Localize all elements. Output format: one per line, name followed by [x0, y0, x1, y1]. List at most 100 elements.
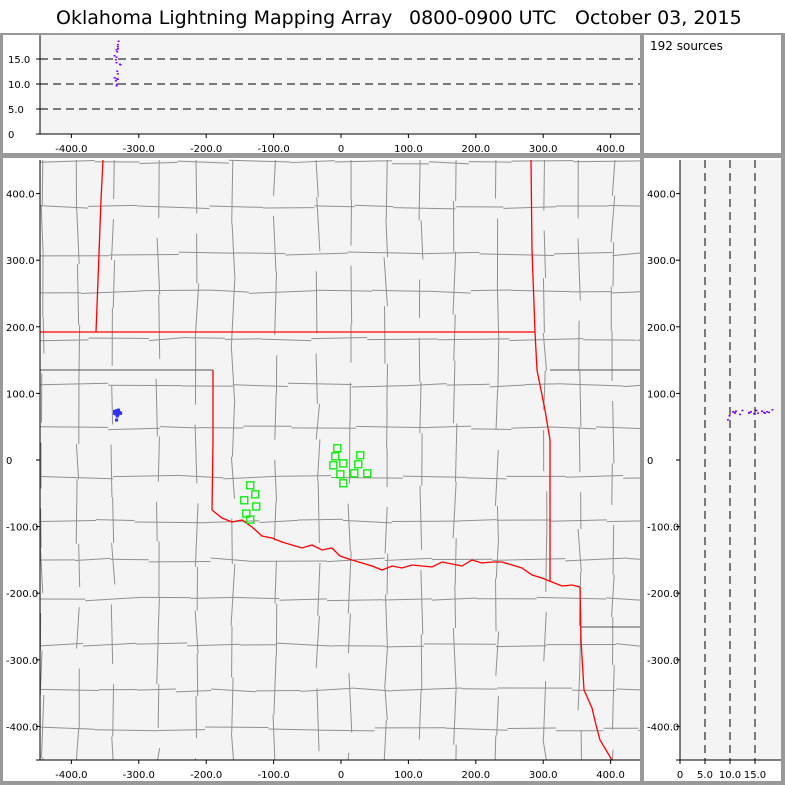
county-line [110, 444, 113, 498]
county-line [39, 650, 43, 696]
county-line [315, 159, 319, 198]
county-line [139, 161, 178, 165]
county-line [496, 282, 500, 338]
x-tick-label: 0 [677, 770, 683, 781]
source-point-xz [116, 78, 119, 80]
county-line [41, 695, 45, 756]
county-line [577, 238, 581, 301]
county-line [511, 426, 548, 429]
county-line [112, 497, 115, 543]
county-line [578, 426, 581, 473]
station-marker [336, 470, 345, 479]
source-point-zy [750, 411, 752, 413]
source-point-xz [113, 55, 116, 57]
county-borders [39, 159, 641, 761]
y-tick-label: 200.0 [6, 323, 35, 334]
county-line [159, 426, 199, 429]
station-marker [339, 459, 348, 468]
county-line [497, 337, 500, 390]
county-line [611, 463, 613, 506]
y-tick-label: -200.0 [6, 589, 38, 600]
county-line [158, 729, 206, 732]
county-line [573, 160, 641, 163]
county-line [616, 688, 641, 691]
county-line [347, 752, 350, 761]
county-line [88, 204, 138, 207]
county-line [108, 427, 160, 431]
source-point-zy [739, 413, 741, 416]
y-tick-label: -300.0 [6, 656, 38, 667]
county-line [419, 382, 422, 434]
source-point-xy [115, 418, 119, 422]
source-point-xz [115, 85, 118, 87]
y-tick-label: -100.0 [6, 523, 38, 534]
county-line [565, 474, 624, 478]
y-tick-label: 15.0 [8, 55, 30, 66]
county-line [577, 671, 581, 711]
county-line [452, 627, 457, 691]
county-line [342, 519, 392, 524]
source-point-zy [766, 411, 768, 413]
x-tick-label: -400.0 [55, 144, 87, 155]
axes: -400.0 -300.0 -200.0 -100.0 0 100.0 200.0 300.0… [6, 35, 781, 781]
county-line [196, 653, 199, 697]
info-panel [644, 35, 781, 153]
y-tick-label: -400.0 [647, 722, 679, 733]
source-point-zy [755, 409, 758, 412]
county-line [553, 252, 613, 255]
county-line [427, 425, 472, 429]
county-line [235, 252, 286, 255]
county-line [40, 205, 44, 258]
county-line [281, 475, 332, 477]
county-line [137, 205, 210, 210]
county-line [420, 220, 424, 260]
source-point-xz [119, 64, 122, 66]
county-line [385, 645, 424, 648]
source-point-xz [114, 80, 117, 82]
county-line [383, 257, 388, 307]
y-tick-label: 0 [647, 456, 653, 467]
county-line [384, 645, 389, 685]
station-marker [246, 481, 255, 490]
county-line [274, 393, 277, 440]
county-line [210, 289, 250, 293]
county-line [384, 594, 388, 646]
x-tick-label: 300.0 [529, 144, 558, 155]
county-line [612, 525, 615, 575]
county-line [611, 574, 615, 618]
county-line [111, 736, 114, 761]
x-tick-label: 400.0 [596, 770, 625, 781]
county-line [316, 439, 321, 481]
county-line [195, 696, 197, 739]
county-line [81, 290, 143, 294]
county-line [495, 389, 499, 430]
red-river [211, 509, 581, 588]
station-marker [251, 490, 260, 499]
county-line [158, 294, 161, 359]
x-tick-label: -200.0 [190, 144, 222, 155]
county-line [274, 271, 278, 336]
station-marker [246, 515, 255, 524]
county-line [317, 562, 321, 616]
county-line [326, 599, 383, 602]
county-line [470, 289, 512, 292]
state-borders [40, 159, 613, 761]
y-tick-label: 200.0 [647, 323, 676, 334]
county-line [279, 598, 328, 601]
county-line [287, 382, 352, 385]
source-point-zy [771, 409, 774, 411]
source-point-xz [116, 46, 119, 48]
texas-arkansas-louisiana-border [579, 586, 613, 761]
county-line [545, 534, 548, 592]
county-line [230, 344, 236, 401]
source-point-xz [116, 44, 119, 46]
county-line [347, 613, 351, 654]
county-line [454, 538, 457, 586]
county-line [386, 553, 389, 595]
x-tick-label: 200.0 [461, 770, 490, 781]
county-line [177, 160, 229, 164]
county-line [40, 754, 45, 761]
x-tick-label: -100.0 [257, 144, 289, 155]
county-line [231, 159, 234, 224]
